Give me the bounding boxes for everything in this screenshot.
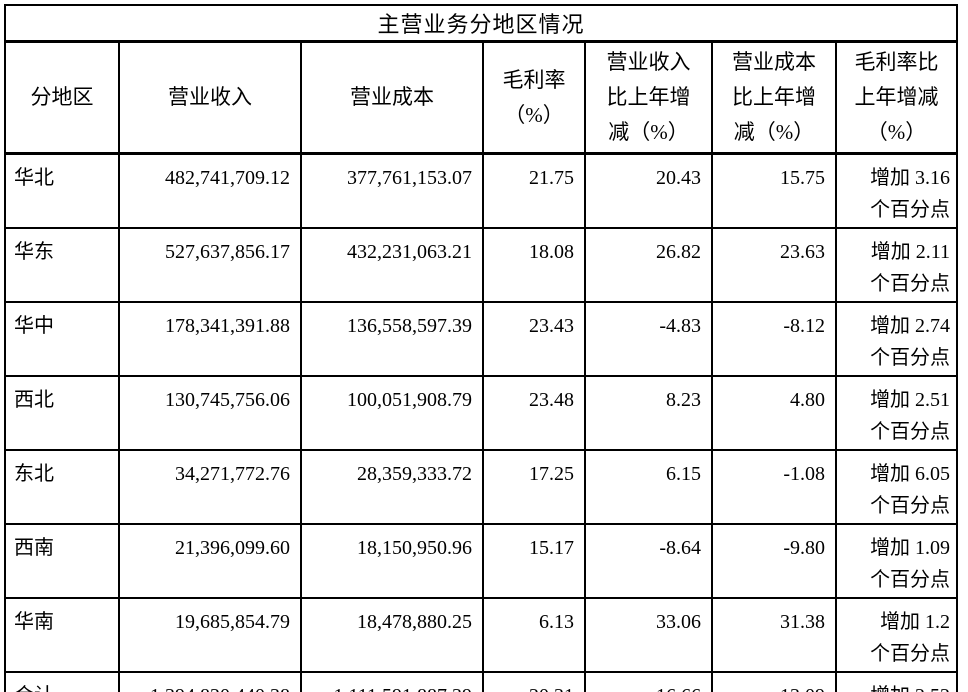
cell-revenue-yoy: 26.82 [584,227,713,303]
cell-margin-yoy: 增加 1.2 个百分点 [834,597,959,673]
cell-region: 西北 [4,375,120,451]
cell-revenue: 19,685,854.79 [118,597,302,673]
header-cost: 营业成本 [300,40,484,155]
cell-region: 东北 [4,449,120,525]
cell-cost-yoy: 4.80 [711,375,837,451]
cell-revenue-yoy: 33.06 [584,597,713,673]
cell-region: 西南 [4,523,120,599]
cell-gross-margin: 6.13 [482,597,586,673]
table-row: 华南 19,685,854.79 18,478,880.25 6.13 33.0… [4,597,959,673]
cell-cost: 18,150,950.96 [300,523,484,599]
cell-region: 华北 [4,152,120,229]
cell-gross-margin: 23.48 [482,375,586,451]
table-body: 华北 482,741,709.12 377,761,153.07 21.75 2… [4,152,959,692]
cell-revenue: 178,341,391.88 [118,301,302,377]
header-revenue: 营业收入 [118,40,302,155]
cell-revenue-yoy: 6.15 [584,449,713,525]
cell-cost-yoy: 15.75 [711,152,837,229]
cell-margin-yoy: 增加 6.05 个百分点 [834,449,959,525]
cell-revenue: 34,271,772.76 [118,449,302,525]
cell-region: 合计 [4,671,120,692]
cell-gross-margin: 21.75 [482,152,586,229]
cell-cost-yoy: -1.08 [711,449,837,525]
cell-gross-margin: 17.25 [482,449,586,525]
cell-cost: 28,359,333.72 [300,449,484,525]
cell-region: 华南 [4,597,120,673]
cell-gross-margin: 15.17 [482,523,586,599]
cell-margin-yoy: 增加 2.74 个百分点 [834,301,959,377]
header-revenue-yoy: 营业收入 比上年增 减（%） [584,40,713,155]
cell-cost-yoy: -9.80 [711,523,837,599]
cell-cost-yoy: 23.63 [711,227,837,303]
table-title-row: 主营业务分地区情况 [3,4,959,43]
cell-gross-margin: 18.08 [482,227,586,303]
table-row: 西南 21,396,099.60 18,150,950.96 15.17 -8.… [4,523,959,599]
cell-revenue-yoy: -8.64 [584,523,713,599]
cell-cost: 432,231,063.21 [300,227,484,303]
cell-revenue: 21,396,099.60 [118,523,302,599]
table-row: 合计 1,394,820,440.38 1,111,591,887.39 20.… [4,671,959,692]
cell-revenue-yoy: -4.83 [584,301,713,377]
cell-margin-yoy: 增加 2.11 个百分点 [834,227,959,303]
table-title: 主营业务分地区情况 [3,4,959,43]
cell-region: 华东 [4,227,120,303]
cell-margin-yoy: 增加 3.16 个百分点 [834,152,959,229]
table-row: 华中 178,341,391.88 136,558,597.39 23.43 -… [4,301,959,377]
cell-margin-yoy: 增加 1.09 个百分点 [834,523,959,599]
cell-cost: 18,478,880.25 [300,597,484,673]
cell-region: 华中 [4,301,120,377]
cell-revenue-yoy: 16.66 [584,671,713,692]
cell-revenue-yoy: 20.43 [584,152,713,229]
cell-cost: 100,051,908.79 [300,375,484,451]
cell-gross-margin: 23.43 [482,301,586,377]
header-cost-yoy: 营业成本 比上年增 减（%） [711,40,837,155]
region-performance-table: 主营业务分地区情况 分地区 营业收入 营业成本 毛利率 （%） 营业收入 比上年… [3,4,959,692]
header-margin-yoy: 毛利率比 上年增减 （%） [834,40,959,155]
header-gross-margin: 毛利率 （%） [482,40,586,155]
header-region: 分地区 [4,40,120,155]
cell-cost-yoy: 13.09 [711,671,837,692]
cell-cost: 377,761,153.07 [300,152,484,229]
cell-revenue: 527,637,856.17 [118,227,302,303]
cell-cost-yoy: -8.12 [711,301,837,377]
table-row: 东北 34,271,772.76 28,359,333.72 17.25 6.1… [4,449,959,525]
cell-cost: 1,111,591,887.39 [300,671,484,692]
table-row: 华东 527,637,856.17 432,231,063.21 18.08 2… [4,227,959,303]
cell-cost: 136,558,597.39 [300,301,484,377]
table-row: 华北 482,741,709.12 377,761,153.07 21.75 2… [4,152,959,229]
cell-revenue: 130,745,756.06 [118,375,302,451]
cell-gross-margin: 20.31 [482,671,586,692]
cell-cost-yoy: 31.38 [711,597,837,673]
table-header-row: 分地区 营业收入 营业成本 毛利率 （%） 营业收入 比上年增 减（%） 营业成… [4,40,959,155]
cell-margin-yoy: 增加 2.52 个百分点 [834,671,959,692]
cell-revenue: 482,741,709.12 [118,152,302,229]
cell-revenue-yoy: 8.23 [584,375,713,451]
table-row: 西北 130,745,756.06 100,051,908.79 23.48 8… [4,375,959,451]
cell-revenue: 1,394,820,440.38 [118,671,302,692]
cell-margin-yoy: 增加 2.51 个百分点 [834,375,959,451]
